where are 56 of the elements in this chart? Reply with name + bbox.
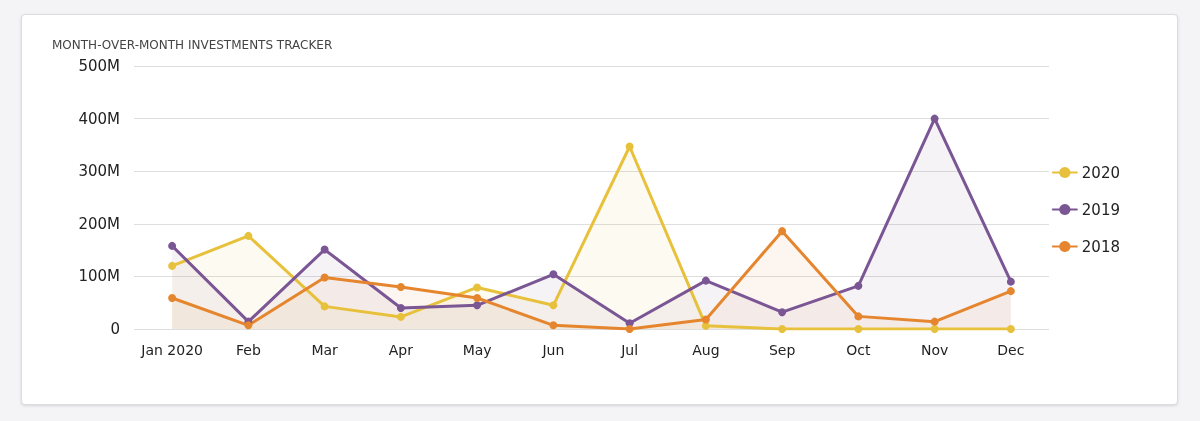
point: [168, 241, 177, 250]
point: [625, 325, 634, 333]
y-tick-label: 0: [110, 320, 120, 338]
x-tick-label: Sep: [768, 342, 796, 358]
point: [396, 282, 405, 291]
point: [320, 273, 329, 282]
y-tick-label: 200M: [78, 214, 120, 233]
point: [778, 227, 787, 236]
point: [549, 270, 558, 279]
point: [473, 283, 482, 292]
point: [854, 281, 863, 290]
point: [396, 312, 405, 321]
point: [625, 142, 634, 151]
point: [1006, 287, 1015, 296]
x-tick-label: Nov: [920, 342, 949, 358]
point: [701, 276, 710, 285]
point: [244, 321, 253, 330]
y-tick-label: 100M: [78, 267, 120, 286]
x-tick-label: Oct: [846, 342, 871, 358]
x-tick-label: Mar: [311, 342, 339, 358]
point: [854, 325, 863, 333]
point: [473, 301, 482, 310]
point: [701, 315, 710, 324]
x-tick-label: May: [462, 342, 492, 358]
point: [1006, 277, 1015, 286]
x-tick-label: Feb: [235, 342, 261, 358]
legend-label: 2020: [1081, 163, 1121, 182]
point: [701, 321, 710, 330]
point: [930, 317, 939, 326]
x-tick-label: Aug: [692, 342, 720, 358]
point: [473, 293, 482, 302]
chart-title: MONTH-OVER-MONTH INVESTMENTS TRACKER: [52, 38, 333, 52]
point: [320, 245, 329, 254]
point: [244, 231, 253, 240]
point: [396, 303, 405, 312]
point: [930, 114, 939, 123]
y-tick-label: 500M: [78, 57, 120, 75]
y-tick-label: 400M: [78, 109, 120, 128]
x-tick-label: Jul: [620, 342, 639, 358]
point: [320, 302, 329, 311]
point: [1006, 325, 1015, 333]
y-tick-label: 300M: [78, 162, 120, 181]
x-tick-label: Apr: [388, 342, 414, 358]
point: [778, 308, 787, 317]
x-tick-label: Jun: [541, 342, 565, 358]
point: [549, 301, 558, 310]
legend-label: 2018: [1081, 237, 1121, 256]
x-tick-label: Dec: [997, 342, 1025, 358]
point: [168, 293, 177, 302]
point: [854, 312, 863, 321]
point: [778, 325, 787, 333]
point: [930, 325, 939, 333]
point: [168, 261, 177, 270]
legend-label: 2019: [1081, 200, 1121, 219]
point: [549, 321, 558, 330]
x-tick-label: Jan 2020: [140, 342, 203, 358]
